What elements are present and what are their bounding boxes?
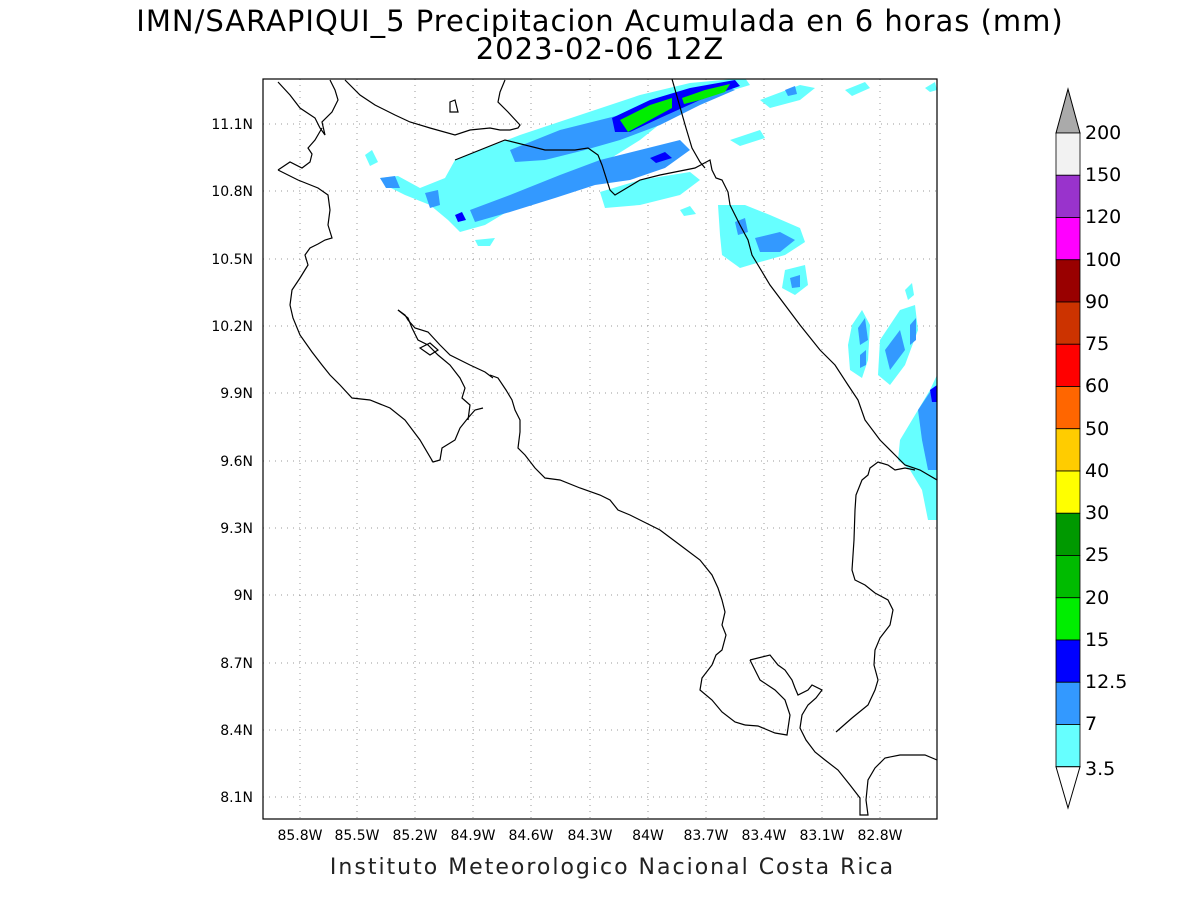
colorbar-label: 3.5 — [1085, 758, 1115, 780]
map-datetime: 2023-02-06 12Z — [475, 32, 725, 66]
precip-area-cyan — [730, 130, 765, 146]
lat-tick-label: 8.4N — [220, 723, 253, 739]
colorbar-bottom-arrow — [1055, 766, 1081, 810]
precip-area-cyan — [600, 172, 700, 208]
lon-tick-label: 83.1W — [799, 828, 844, 844]
lat-axis: 11.1N 10.8N 10.5N 10.2N 9.9N 9.6N 9.3N 9… — [211, 117, 253, 806]
colorbar-swatch — [1055, 470, 1081, 514]
coastlines — [277, 79, 937, 816]
plot-frame — [262, 78, 938, 820]
colorbar-label: 50 — [1085, 418, 1109, 440]
lon-tick-label: 85.8W — [277, 828, 322, 844]
colorbar-label: 12.5 — [1085, 671, 1127, 693]
colorbar-swatch — [1055, 597, 1081, 641]
colorbar-label: 90 — [1085, 291, 1109, 313]
lat-tick-label: 10.8N — [211, 184, 253, 200]
precip-area-15mm — [620, 98, 672, 132]
lat-tick-label: 10.5N — [211, 252, 253, 268]
lon-tick-label: 84.6W — [508, 828, 553, 844]
lat-tick-label: 9N — [234, 588, 253, 604]
gridlines — [263, 79, 937, 819]
colorbar-swatch — [1055, 343, 1081, 387]
colorbar-label: 100 — [1085, 249, 1121, 271]
colorbar-label: 75 — [1085, 333, 1109, 355]
precip-area-cyan — [475, 238, 495, 246]
precip-area-7mm — [425, 190, 440, 208]
colorbar-label: 120 — [1085, 206, 1121, 228]
precip-area-cyan — [925, 82, 937, 92]
precip-area-cyan — [845, 82, 870, 96]
colorbar-swatch — [1055, 217, 1081, 261]
precip-area-cyan — [365, 150, 378, 166]
map-title: IMN/SARAPIQUI_5 Precipitacion Acumulada … — [136, 4, 1064, 38]
lon-tick-label: 85.5W — [334, 828, 379, 844]
colorbar-label: 30 — [1085, 502, 1109, 524]
colorbar-label: 40 — [1085, 460, 1109, 482]
precip-area-15mm — [682, 84, 730, 104]
lon-tick-label: 84.3W — [567, 828, 612, 844]
precip-area-12mm — [930, 385, 937, 402]
colorbar-top-arrow — [1055, 87, 1081, 134]
lon-tick-label: 83.4W — [741, 828, 786, 844]
precip-area-7mm — [755, 232, 795, 252]
colorbar-swatch — [1055, 174, 1081, 218]
lon-tick-label: 84.9W — [450, 828, 495, 844]
lat-tick-label: 8.7N — [220, 656, 253, 672]
colorbar-label: 150 — [1085, 164, 1121, 186]
lon-tick-label: 82.8W — [857, 828, 902, 844]
precip-area-7mm — [885, 330, 905, 370]
precip-area-cyan — [905, 283, 914, 300]
colorbar-swatch — [1055, 681, 1081, 725]
precip-area-7mm — [910, 318, 916, 345]
lat-tick-label: 9.6N — [220, 454, 253, 470]
precip-area-7mm — [785, 86, 797, 96]
lon-axis: 85.8W 85.5W 85.2W 84.9W 84.6W 84.3W 84W … — [277, 828, 902, 844]
lat-tick-label: 11.1N — [211, 117, 253, 133]
lat-tick-label: 9.3N — [220, 521, 253, 537]
colorbar-label: 25 — [1085, 544, 1109, 566]
precip-area-7mm — [858, 318, 868, 345]
precip-area-12mm — [455, 212, 466, 222]
lon-tick-label: 83.7W — [683, 828, 728, 844]
lon-tick-label: 84W — [632, 828, 664, 844]
precip-area-7mm — [470, 140, 690, 222]
colorbar-swatch — [1055, 639, 1081, 683]
precip-area-12mm — [650, 152, 672, 163]
institution-credit: Instituto Meteorologico Nacional Costa R… — [329, 855, 896, 880]
precip-area-7mm — [790, 275, 800, 288]
lat-tick-label: 10.2N — [211, 319, 253, 335]
precip-area-7mm — [860, 350, 866, 368]
colorbar-swatch — [1055, 386, 1081, 430]
colorbar-label: 20 — [1085, 587, 1109, 609]
precip-area-cyan — [680, 206, 696, 216]
precip-area-7mm — [918, 390, 937, 470]
colorbar — [1055, 87, 1081, 810]
colorbar-label: 200 — [1085, 122, 1121, 144]
colorbar-swatch — [1055, 428, 1081, 472]
colorbar-label: 7 — [1085, 713, 1097, 735]
lat-tick-label: 8.1N — [220, 790, 253, 806]
lat-tick-label: 9.9N — [220, 386, 253, 402]
precip-area-7mm — [380, 176, 400, 188]
precip-area-cyan — [848, 310, 870, 378]
colorbar-labels: 200 150 120 100 90 75 60 50 40 30 25 20 … — [1085, 122, 1127, 780]
lon-tick-label: 85.2W — [392, 828, 437, 844]
colorbar-swatch — [1055, 555, 1081, 599]
colorbar-label: 60 — [1085, 375, 1109, 397]
colorbar-swatch — [1055, 301, 1081, 345]
colorbar-label: 15 — [1085, 629, 1109, 651]
colorbar-swatch — [1055, 132, 1081, 176]
precipitation-field — [365, 79, 937, 520]
colorbar-swatch — [1055, 512, 1081, 556]
precip-area-cyan — [760, 85, 815, 108]
colorbar-swatch — [1055, 724, 1081, 768]
colorbar-swatch — [1055, 259, 1081, 303]
